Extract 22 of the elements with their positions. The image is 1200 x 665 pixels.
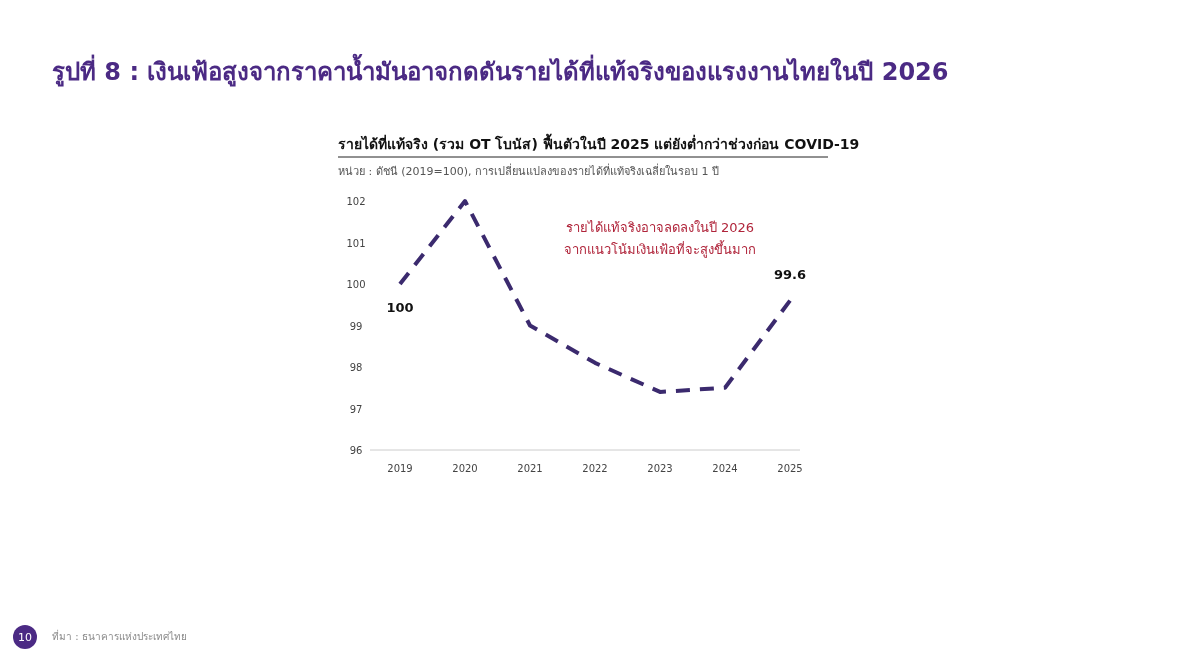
text: หน่วย : ดัชนี (2019=100), การเปลี่ยนแปลงของรายได้ที่แท้จริงเฉลี่ยในรอบ 1 ปี	[338, 163, 719, 178]
x-tick-label: 2021	[517, 463, 543, 474]
text: 10	[18, 631, 32, 644]
data-label: 99.6	[773, 266, 807, 282]
y-tick-label: 97	[349, 403, 363, 415]
y-tick-label: 96	[349, 445, 363, 456]
x-tick-label: 2023	[647, 463, 673, 474]
chart-title: รูปที่ 8 : เงินเฟ้อสูงจากราคาน้ำมันอาจกดดันรายได้ที่แท้จริงของแรงงานไทยในปี 2026	[52, 53, 949, 87]
y-tick-label: 98	[349, 362, 363, 373]
x-tick-label: 2022	[582, 463, 608, 474]
x-tick-label: 2020	[452, 463, 478, 474]
x-tick-label: 2019	[387, 463, 413, 474]
annotation: รายได้แท้จริงอาจลดลงในปี 2026 จากแนวโน้มเงินเฟ้อที่จะสูงขึ้นมาก	[564, 220, 756, 258]
y-tick-label: 101	[346, 237, 366, 249]
data-label: 100	[386, 300, 414, 315]
y-tick-label: 102	[346, 196, 366, 207]
text: ที่มา : ธนาคารแห่งประเทศไทย	[52, 629, 187, 642]
x-tick-label: 2024	[712, 463, 738, 474]
y-tick-label: 99	[349, 320, 363, 332]
chart-subtitle: รายได้ที่แท้จริง (รวม OT โบนัส) ฟื้นตัวในปี 2025 แต่ยังต่ำกว่าช่วงก่อน COVID-19	[338, 133, 860, 152]
y-tick-label: 100	[346, 279, 366, 290]
x-tick-label: 2025	[777, 463, 803, 474]
